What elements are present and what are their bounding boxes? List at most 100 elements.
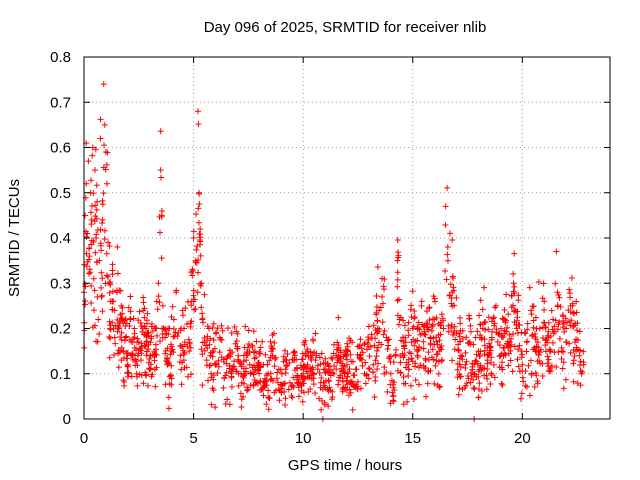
data-point: [106, 333, 113, 340]
data-point: [499, 381, 506, 388]
data-point: [206, 341, 213, 348]
data-point: [89, 144, 96, 151]
data-point: [506, 331, 513, 338]
data-point: [526, 392, 533, 399]
data-point: [375, 339, 382, 346]
data-point: [104, 180, 111, 187]
data-point: [478, 387, 485, 394]
data-point: [228, 370, 235, 377]
data-point: [470, 376, 477, 383]
data-point: [507, 347, 514, 354]
data-point: [142, 343, 149, 350]
data-point: [563, 339, 570, 346]
data-point: [285, 386, 292, 393]
data-point: [190, 287, 197, 294]
data-point: [397, 369, 404, 376]
data-point: [235, 352, 242, 359]
data-point: [114, 270, 121, 277]
data-point: [476, 380, 483, 387]
data-point: [271, 363, 278, 370]
data-point: [426, 304, 433, 311]
data-point: [214, 369, 221, 376]
data-point: [118, 336, 125, 343]
data-point: [564, 319, 571, 326]
data-point: [374, 317, 381, 324]
data-point: [156, 299, 163, 306]
data-point: [511, 343, 518, 350]
data-point: [184, 373, 191, 380]
data-point: [257, 378, 264, 385]
data-point: [377, 304, 384, 311]
data-point: [548, 307, 555, 314]
data-point: [381, 327, 388, 334]
data-point: [462, 349, 469, 356]
data-point: [135, 317, 142, 324]
data-point: [295, 393, 302, 400]
y-tick-label: 0.3: [50, 275, 71, 292]
data-point: [456, 371, 463, 378]
data-point: [330, 370, 337, 377]
data-point: [370, 322, 377, 329]
data-point: [107, 322, 114, 329]
data-point: [257, 344, 264, 351]
data-point: [289, 394, 296, 401]
data-point: [114, 244, 121, 251]
data-point: [499, 366, 506, 373]
data-point: [133, 347, 140, 354]
data-point: [416, 364, 423, 371]
data-point: [475, 368, 482, 375]
data-point: [144, 348, 151, 355]
data-point: [114, 316, 121, 323]
data-point: [138, 372, 145, 379]
data-point: [515, 292, 522, 299]
data-point: [485, 326, 492, 333]
data-point: [166, 325, 173, 332]
data-point: [561, 328, 568, 335]
data-point: [479, 306, 486, 313]
data-point: [111, 307, 118, 314]
data-point: [250, 349, 257, 356]
data-point: [394, 269, 401, 276]
data-point: [514, 356, 521, 363]
data-point: [170, 349, 177, 356]
data-point: [111, 334, 118, 341]
data-point: [123, 333, 130, 340]
data-point: [459, 386, 466, 393]
data-point: [171, 333, 178, 340]
data-point: [140, 380, 147, 387]
data-point: [481, 342, 488, 349]
data-point: [552, 280, 559, 287]
data-point: [88, 209, 95, 216]
data-point: [267, 338, 274, 345]
data-point: [431, 341, 438, 348]
data-point: [106, 243, 113, 250]
data-point: [165, 405, 172, 412]
data-point: [502, 351, 509, 358]
data-point: [335, 377, 342, 384]
data-point: [449, 289, 456, 296]
data-point: [165, 331, 172, 338]
data-point: [535, 344, 542, 351]
data-point: [365, 365, 372, 372]
data-point: [481, 372, 488, 379]
data-point: [83, 263, 90, 270]
data-point: [100, 81, 107, 88]
data-point: [542, 342, 549, 349]
data-point: [256, 361, 263, 368]
data-point: [146, 366, 153, 373]
data-point: [375, 360, 382, 367]
data-point: [333, 346, 340, 353]
data-point: [187, 371, 194, 378]
data-point: [486, 340, 493, 347]
data-point: [194, 108, 201, 115]
data-point: [274, 369, 281, 376]
data-point: [103, 161, 110, 168]
data-point: [456, 338, 463, 345]
x-tick-label: 20: [514, 430, 531, 447]
data-point: [257, 387, 264, 394]
data-point: [544, 353, 551, 360]
data-point: [405, 319, 412, 326]
data-point: [519, 361, 526, 368]
data-point: [269, 352, 276, 359]
data-point: [245, 341, 252, 348]
